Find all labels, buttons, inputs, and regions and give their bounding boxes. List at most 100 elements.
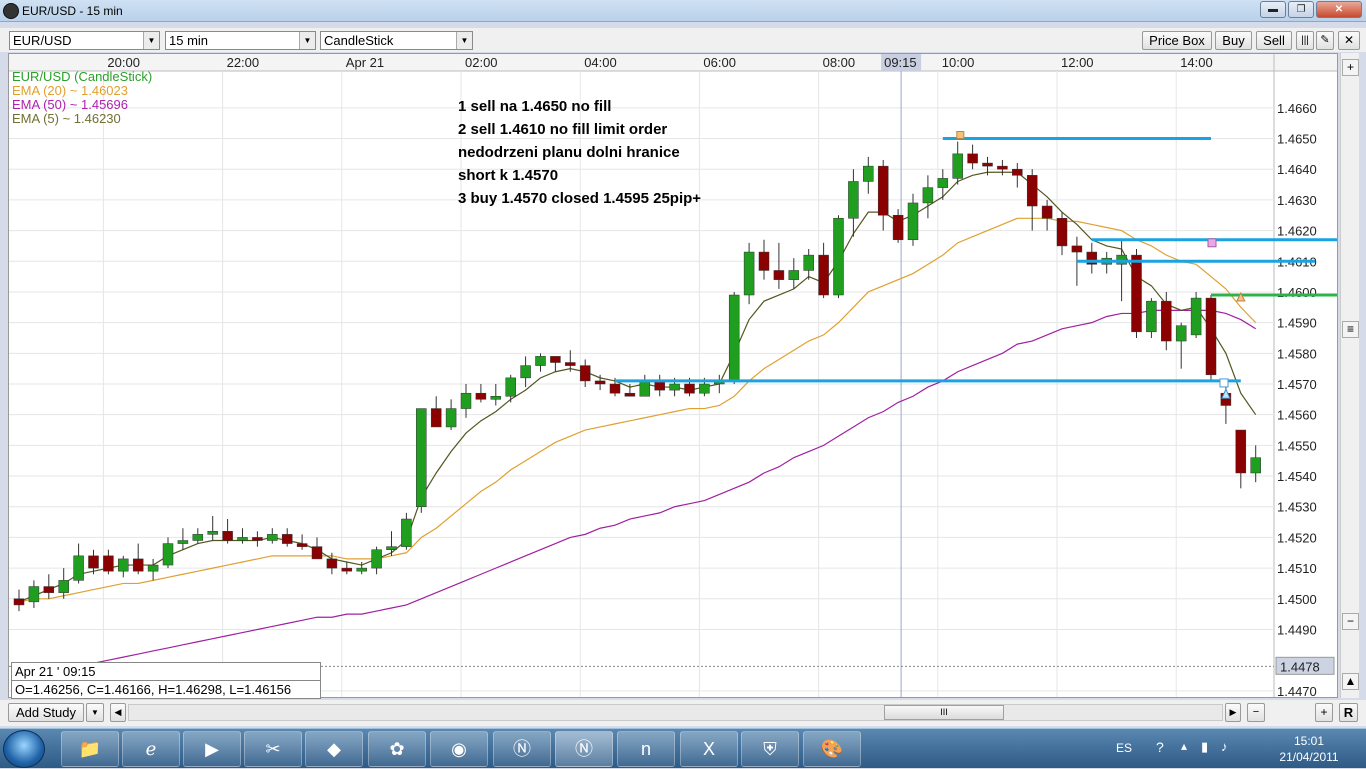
help-icon[interactable]: ? xyxy=(1156,739,1164,755)
candle-body xyxy=(1116,254,1127,265)
candle-body xyxy=(1041,205,1053,219)
tray-arrow-icon[interactable]: ▴ xyxy=(1181,739,1188,753)
trading-app-icon[interactable]: Ⓝ xyxy=(493,731,551,767)
note-line: 2 sell 1.4610 no fill limit order xyxy=(458,121,668,138)
x-tick-label: 02:00 xyxy=(465,55,498,70)
bars-icon[interactable]: ||| xyxy=(1296,31,1314,50)
candle-body xyxy=(997,165,1008,170)
candle-body xyxy=(1056,218,1068,247)
candle-body xyxy=(818,254,829,296)
pencil-icon[interactable]: ✎ xyxy=(1316,31,1334,50)
scroll-right-icon[interactable]: ▶ xyxy=(1225,703,1241,722)
clock-date[interactable]: 21/04/2011 xyxy=(1279,750,1339,764)
chevron-down-icon[interactable]: ▼ xyxy=(86,703,104,722)
note-line: short k 1.4570 xyxy=(458,167,559,184)
chart-type-select[interactable]: CandleStick ▼ xyxy=(320,31,473,50)
candle-body xyxy=(58,580,69,593)
bundle-icon[interactable]: ◆ xyxy=(305,731,363,767)
candle-body xyxy=(1175,325,1187,342)
add-study-button[interactable]: Add Study xyxy=(8,703,84,722)
candle-body xyxy=(103,555,114,572)
candle-body xyxy=(192,534,204,541)
close-chart-button[interactable]: ✕ xyxy=(1338,31,1360,50)
shield-icon[interactable]: ⛨ xyxy=(741,731,799,767)
tool-icon[interactable]: ✂ xyxy=(244,731,302,767)
y-tick-label: 1.4510 xyxy=(1277,561,1317,576)
candle-body xyxy=(907,202,919,241)
y-tick-label: 1.4500 xyxy=(1277,592,1317,607)
candle-body xyxy=(13,598,25,606)
close-window-button[interactable]: ✕ xyxy=(1316,1,1362,18)
candle-body xyxy=(475,392,487,400)
clock-time[interactable]: 15:01 xyxy=(1293,734,1325,748)
y-tick-label: 1.4600 xyxy=(1277,285,1317,300)
candle-body xyxy=(758,251,770,271)
paint-icon[interactable]: 🎨 xyxy=(803,731,861,767)
candle-body xyxy=(237,537,248,541)
title-bar: EUR/USD - 15 min ▬ ❐ ✕ xyxy=(0,0,1366,22)
candle-body xyxy=(669,383,680,391)
zoom-out-icon[interactable]: − xyxy=(1342,613,1359,630)
candlestick-chart[interactable]: 1.4470 1.4490 1.4500 1.4510 1.4520 1.4530 1.45… xyxy=(9,54,1337,697)
horizontal-scroll-thumb[interactable]: III xyxy=(884,705,1004,720)
y-tick-label: 1.4490 xyxy=(1277,622,1317,637)
timeframe-select[interactable]: 15 min ▼ xyxy=(165,31,316,50)
symbol-select[interactable]: EUR/USD ▼ xyxy=(9,31,160,50)
minimize-button[interactable]: ▬ xyxy=(1260,1,1286,18)
candle-body xyxy=(147,564,159,572)
candle-body xyxy=(803,254,814,271)
firefox-icon[interactable]: ◉ xyxy=(430,731,488,767)
note-line: nedodrzeni planu dolni hranice xyxy=(458,144,680,161)
language-indicator[interactable]: ES xyxy=(1116,741,1133,755)
candle-body xyxy=(88,555,99,569)
start-button[interactable] xyxy=(3,730,45,768)
icq-icon[interactable]: ✿ xyxy=(368,731,426,767)
media-player-icon[interactable]: ▶ xyxy=(183,731,241,767)
network-icon[interactable]: ▮ xyxy=(1201,739,1209,754)
chevron-down-icon[interactable]: ▼ xyxy=(456,32,472,49)
scroll-grip-icon[interactable]: ≡ xyxy=(1342,321,1359,338)
explorer-icon[interactable]: 📁 xyxy=(61,731,119,767)
y-tick-label: 1.4530 xyxy=(1277,500,1317,515)
chart-area[interactable]: 1.4470 1.4490 1.4500 1.4510 1.4520 1.4530 1.45… xyxy=(8,53,1338,699)
candle-body xyxy=(699,383,710,394)
chevron-down-icon[interactable]: ▼ xyxy=(299,32,315,49)
candle-body xyxy=(863,165,874,182)
chevron-down-icon[interactable]: ▼ xyxy=(143,32,159,49)
candle-body xyxy=(579,365,591,382)
candle-body xyxy=(73,555,84,581)
chart-type-value: CandleStick xyxy=(324,33,394,48)
zoom-in-icon[interactable]: + xyxy=(1315,703,1333,722)
ohlc-date: Apr 21 ' 09:15 xyxy=(11,662,321,681)
legend-ema50: EMA (50) ~ 1.45696 xyxy=(12,97,128,112)
ie-icon[interactable]: ℯ xyxy=(122,731,180,767)
candle-body xyxy=(535,356,546,366)
ohlc-values: O=1.46256, C=1.46166, H=1.46298, L=1.461… xyxy=(11,680,321,699)
order-marker xyxy=(1207,238,1217,248)
sell-button[interactable]: Sell xyxy=(1256,31,1292,50)
buy-button[interactable]: Buy xyxy=(1215,31,1252,50)
horizontal-scrollbar-track[interactable]: III xyxy=(128,704,1223,721)
symbol-value: EUR/USD xyxy=(13,33,72,48)
price-box-button[interactable]: Price Box xyxy=(1142,31,1212,50)
scroll-left-icon[interactable]: ◀ xyxy=(110,703,126,722)
candle-body xyxy=(177,540,189,544)
candle-body xyxy=(967,153,978,164)
reset-button[interactable]: R xyxy=(1339,703,1358,722)
scroll-up-icon[interactable]: ▲ xyxy=(1342,673,1359,690)
candle-body xyxy=(1071,245,1083,253)
volume-icon[interactable]: ♪ xyxy=(1221,739,1228,754)
vertical-scrollbar[interactable]: + ≡ − ▲ xyxy=(1340,53,1359,698)
order-marker xyxy=(956,131,965,140)
y-tick-label: 1.4470 xyxy=(1277,684,1317,697)
excel-icon[interactable]: X xyxy=(680,731,738,767)
zoom-out-icon[interactable]: − xyxy=(1247,703,1265,722)
trading-app-active-icon[interactable]: Ⓝ xyxy=(555,731,613,767)
onenote-icon[interactable]: n xyxy=(617,731,675,767)
candle-body xyxy=(311,546,323,560)
candle-body xyxy=(624,392,636,397)
candle-body xyxy=(281,534,293,544)
zoom-in-icon[interactable]: + xyxy=(1342,59,1359,76)
maximize-button[interactable]: ❐ xyxy=(1288,1,1314,18)
candle-body xyxy=(132,558,144,572)
